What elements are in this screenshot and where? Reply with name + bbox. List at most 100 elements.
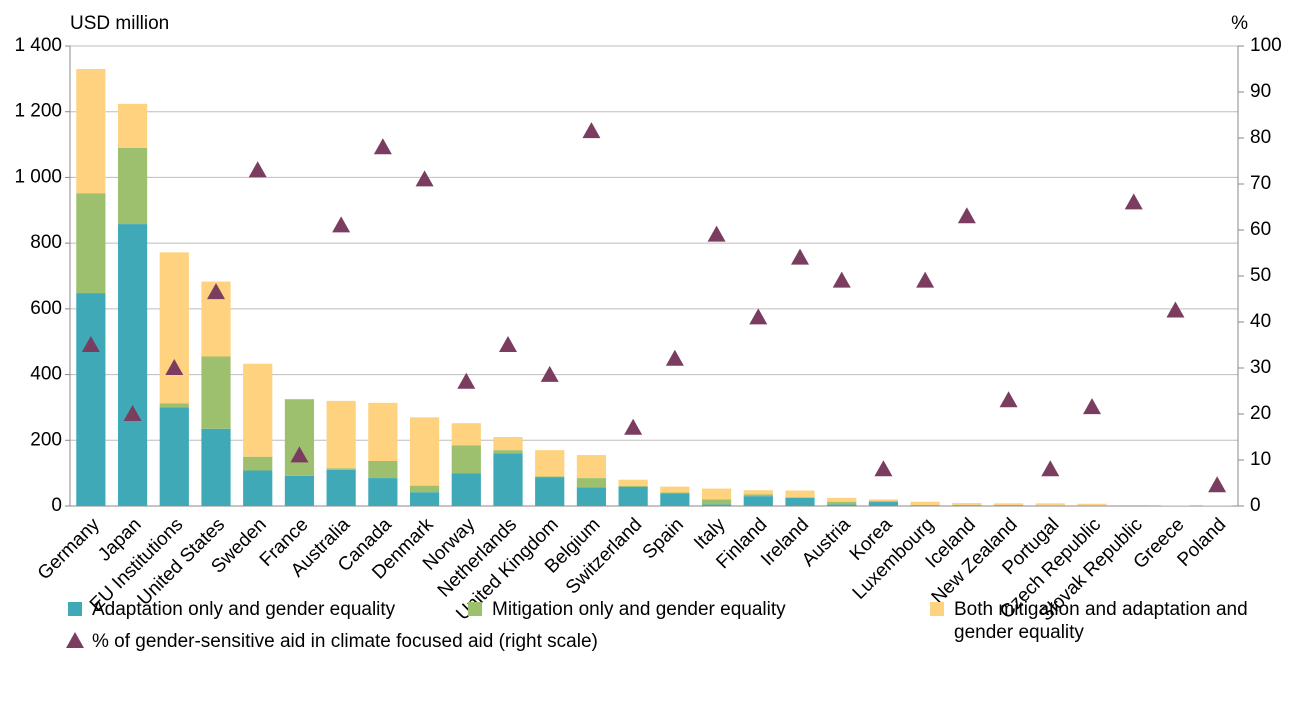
triangle-marker [624,418,643,435]
bar-segment [827,497,857,502]
x-tick-label: Germany [34,514,104,584]
y2-axis-label: % [1231,13,1248,34]
bar-segment [576,487,607,506]
legend-swatch [468,602,482,616]
triangle-marker [999,391,1018,408]
triangle-marker [81,336,100,352]
triangle-marker [457,372,476,389]
bar-segment [284,475,315,506]
bar-segment [201,428,231,506]
y-axis-label: USD million [70,13,169,34]
y-tick-label: 0 [51,495,62,516]
bar-segment [993,505,1024,506]
triangle-marker [874,460,893,477]
legend-label: Mitigation only and gender equality [492,599,786,620]
bar-segment [785,490,815,498]
legend-label: Adaptation only and gender equality [92,599,396,620]
x-tick-label: Spain [639,514,688,563]
bar-segment [409,417,440,486]
y2-tick-label: 100 [1250,35,1282,56]
bar-segment [1119,505,1149,506]
bar-segment [201,356,231,429]
triangle-marker [248,161,267,178]
bar-segment [993,503,1024,506]
legend-label: Both mitigation and adaptation and gende… [954,599,1248,643]
y2-tick-label: 0 [1250,495,1261,516]
bar-segment [368,460,398,479]
bar-segment [618,485,648,487]
y-tick-label: 200 [30,429,62,450]
bar-segment [243,470,273,506]
y2-tick-label: 60 [1250,219,1271,240]
bar-segment [451,473,481,506]
triangle-marker [373,138,392,155]
bar-segment [535,476,565,478]
triangle-marker [415,170,434,187]
bar-segment [618,486,648,506]
bar-segment [76,293,106,506]
bar-segment [618,479,648,486]
bar-segment [409,485,440,493]
y-tick-label: 600 [30,298,62,319]
y2-tick-label: 40 [1250,311,1271,332]
bar-segment [326,400,356,469]
triangle-marker [665,349,684,366]
y2-tick-label: 30 [1250,357,1271,378]
bar-segment [701,504,732,506]
triangle-marker [749,308,768,325]
bar-segment [868,502,899,506]
triangle-marker [791,248,809,265]
bar-segment [743,494,773,497]
bar-segment [743,496,773,506]
bar-segment [785,497,815,498]
bar-segment [159,403,189,408]
bar-segment [493,437,523,451]
bar-segment [660,493,690,506]
bar-segment [409,492,440,506]
bar-segment [910,505,940,506]
triangle-marker [207,283,225,300]
bar-segment [952,505,982,506]
bar-segment [76,69,106,194]
triangle-marker [123,405,142,421]
bar-segment [326,469,356,506]
legend-label: % of gender-sensitive aid in climate foc… [92,631,598,652]
bar-segment [326,468,356,470]
bar-segment [827,504,857,506]
bar-segment [117,147,148,225]
legend-marker [66,632,84,648]
bar-segment [576,455,607,479]
y2-tick-label: 50 [1250,265,1271,286]
bar-segment [451,423,481,446]
y-tick-label: 1 200 [14,101,62,122]
triangle-marker [957,207,976,224]
bar-segment [701,488,732,500]
triangle-marker [499,336,517,352]
triangle-marker [582,122,601,139]
bar-segment [117,224,148,507]
bar-segment [660,486,690,493]
triangle-marker [707,225,726,242]
bar-segment [535,477,565,506]
bar-segment [910,501,940,506]
triangle-marker [540,365,559,382]
y-tick-label: 1 000 [14,166,62,187]
bar-segment [451,445,481,474]
bar-segment [576,478,607,488]
bar-segment [493,453,523,506]
bar-segment [159,252,189,404]
y2-tick-label: 80 [1250,127,1271,148]
legend-swatch [68,602,82,616]
triangle-marker [832,271,851,288]
bar-segment [535,450,565,477]
y-tick-label: 1 400 [14,35,62,56]
bar-segment [827,501,857,505]
triangle-marker [1124,193,1143,210]
bar-segment [785,497,815,506]
triangle-marker [290,446,309,463]
bar-segment [868,499,899,502]
bar-segment [493,450,523,454]
triangle-marker [1041,460,1060,477]
